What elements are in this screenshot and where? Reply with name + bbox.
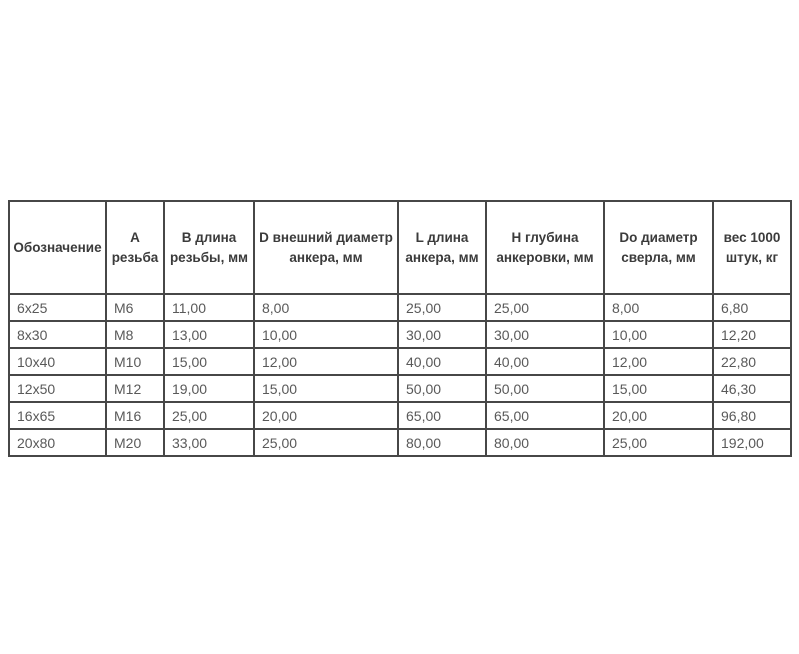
table-cell: 15,00 xyxy=(163,347,255,376)
table-cell: 50,00 xyxy=(397,374,487,403)
table-cell: 15,00 xyxy=(253,374,399,403)
column-header: В длина резьбы, мм xyxy=(163,200,255,295)
table-cell: 65,00 xyxy=(485,401,605,430)
table-cell: 10,00 xyxy=(603,320,714,349)
table-cell: 65,00 xyxy=(397,401,487,430)
column-header: Обозначение xyxy=(8,200,107,295)
table-cell: 8,00 xyxy=(603,293,714,322)
page-content: Обозначение А резьба В длина резьбы, мм D в… xyxy=(8,200,792,457)
table-cell: М16 xyxy=(105,401,165,430)
table-cell: 46,30 xyxy=(712,374,792,403)
table-body: 6x25 М6 11,00 8,00 25,00 25,00 8,00 6,80 8x30 М8 1… xyxy=(8,293,792,457)
table-cell: М10 xyxy=(105,347,165,376)
column-header: Do диаметр сверла, мм xyxy=(603,200,714,295)
table-cell: 25,00 xyxy=(603,428,714,457)
table-cell: М12 xyxy=(105,374,165,403)
table-cell: 30,00 xyxy=(397,320,487,349)
table-cell: 8,00 xyxy=(253,293,399,322)
table-cell: 20,00 xyxy=(603,401,714,430)
table-cell: 80,00 xyxy=(485,428,605,457)
table-cell: 33,00 xyxy=(163,428,255,457)
table-row: 6x25 М6 11,00 8,00 25,00 25,00 8,00 6,80 xyxy=(8,293,792,322)
table-cell: 20,00 xyxy=(253,401,399,430)
table-row: 10x40 М10 15,00 12,00 40,00 40,00 12,00 22,80 xyxy=(8,347,792,376)
table-cell: 8x30 xyxy=(8,320,107,349)
table-cell: 6,80 xyxy=(712,293,792,322)
table-row: 20x80 М20 33,00 25,00 80,00 80,00 25,00 192,00 xyxy=(8,428,792,457)
table-cell: 192,00 xyxy=(712,428,792,457)
table-cell: 50,00 xyxy=(485,374,605,403)
column-header: L длина анкера, мм xyxy=(397,200,487,295)
table-cell: 25,00 xyxy=(253,428,399,457)
table-cell: 40,00 xyxy=(397,347,487,376)
column-header: D внешний диаметр анкера, мм xyxy=(253,200,399,295)
header-row: Обозначение А резьба В длина резьбы, мм D в… xyxy=(8,200,792,295)
table-cell: 20x80 xyxy=(8,428,107,457)
table-cell: 12x50 xyxy=(8,374,107,403)
column-header: Н глубина анкеровки, мм xyxy=(485,200,605,295)
table-cell: 12,00 xyxy=(603,347,714,376)
table-cell: 25,00 xyxy=(485,293,605,322)
table-cell: 11,00 xyxy=(163,293,255,322)
table-cell: 12,20 xyxy=(712,320,792,349)
table-row: 12x50 М12 19,00 15,00 50,00 50,00 15,00 46,30 xyxy=(8,374,792,403)
table-cell: 96,80 xyxy=(712,401,792,430)
table-cell: 16x65 xyxy=(8,401,107,430)
table-cell: 80,00 xyxy=(397,428,487,457)
table-cell: 10,00 xyxy=(253,320,399,349)
table-cell: 22,80 xyxy=(712,347,792,376)
table-row: 8x30 М8 13,00 10,00 30,00 30,00 10,00 12,20 xyxy=(8,320,792,349)
column-header: А резьба xyxy=(105,200,165,295)
table-cell: 40,00 xyxy=(485,347,605,376)
table-cell: 25,00 xyxy=(397,293,487,322)
table-cell: 13,00 xyxy=(163,320,255,349)
table-cell: 30,00 xyxy=(485,320,605,349)
column-header: вес 1000 штук, кг xyxy=(712,200,792,295)
table-cell: 19,00 xyxy=(163,374,255,403)
table-cell: 25,00 xyxy=(163,401,255,430)
table-row: 16x65 М16 25,00 20,00 65,00 65,00 20,00 96,80 xyxy=(8,401,792,430)
table-cell: 6x25 xyxy=(8,293,107,322)
table-header: Обозначение А резьба В длина резьбы, мм D в… xyxy=(8,200,792,295)
table-cell: 15,00 xyxy=(603,374,714,403)
table-cell: М20 xyxy=(105,428,165,457)
table-cell: 12,00 xyxy=(253,347,399,376)
table-cell: М6 xyxy=(105,293,165,322)
table-cell: 10x40 xyxy=(8,347,107,376)
spec-table: Обозначение А резьба В длина резьбы, мм D в… xyxy=(8,200,792,457)
table-cell: М8 xyxy=(105,320,165,349)
